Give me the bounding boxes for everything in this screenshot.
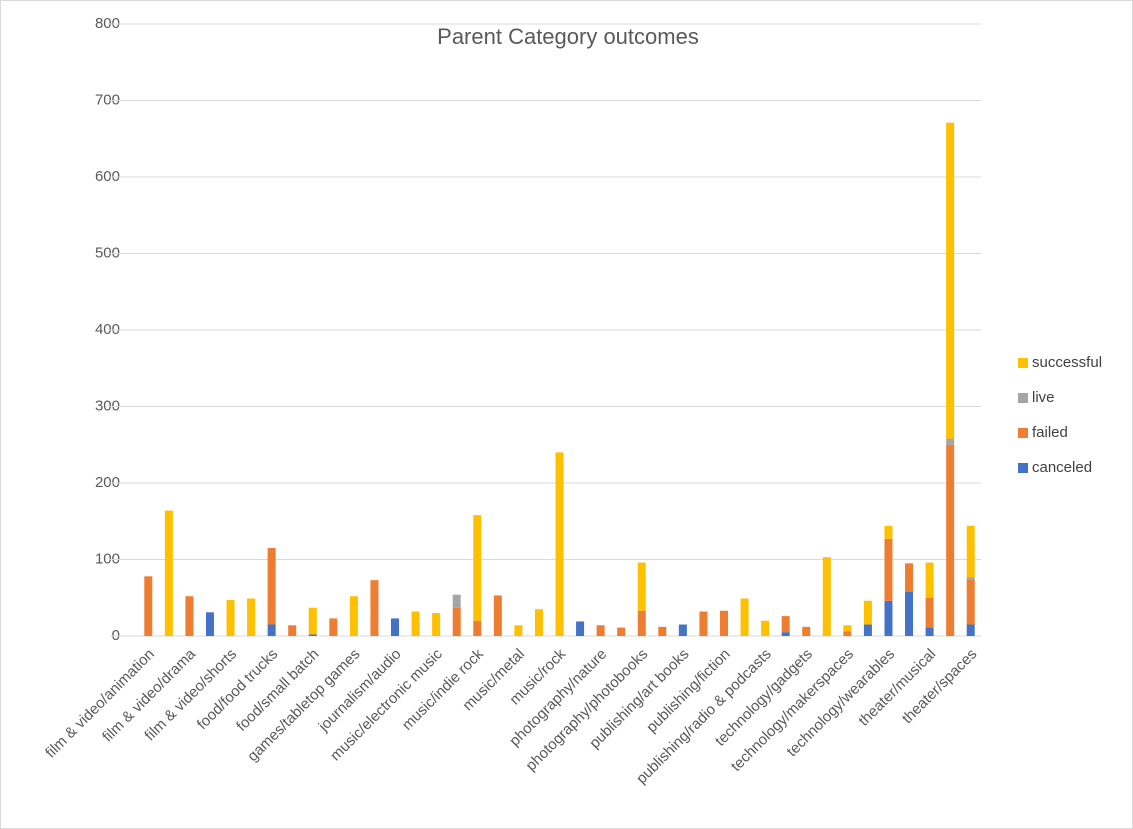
legend-swatch xyxy=(1018,428,1028,438)
bar-segment xyxy=(822,557,831,636)
bar-segment xyxy=(308,607,317,635)
legend-swatch xyxy=(1018,358,1028,368)
y-tick-label: 700 xyxy=(95,91,120,108)
bar-segment xyxy=(781,616,790,633)
bar-segment xyxy=(905,563,914,592)
bar-segment xyxy=(863,624,872,636)
bar-segment xyxy=(637,562,646,611)
bar-segment xyxy=(493,595,502,636)
bar-segment xyxy=(473,620,482,636)
bar-segment xyxy=(925,627,934,636)
bar-segment xyxy=(946,444,955,636)
legend-swatch xyxy=(1018,463,1028,473)
bar-segment xyxy=(802,626,811,636)
bar-segment xyxy=(247,598,256,636)
bar-segment xyxy=(432,613,441,636)
bar-segment xyxy=(514,625,523,636)
bar-segment xyxy=(884,600,893,636)
bar-segment xyxy=(534,609,543,636)
bar-segment xyxy=(966,624,975,636)
y-tick-label: 400 xyxy=(95,321,120,338)
y-tick-label: 800 xyxy=(95,15,120,32)
y-tick-label: 200 xyxy=(95,474,120,491)
bar-segment xyxy=(185,596,194,636)
y-tick-label: 100 xyxy=(95,550,120,567)
bar-segment xyxy=(349,596,358,636)
bar-segment xyxy=(925,597,934,628)
bar-segment xyxy=(719,610,728,636)
y-tick-label: 300 xyxy=(95,397,120,414)
bar-segment xyxy=(576,621,585,636)
bar-segment xyxy=(843,625,852,632)
legend-label: successful xyxy=(1032,354,1102,371)
bar-segment xyxy=(596,625,605,636)
bar-segment xyxy=(678,624,687,636)
y-tick-label: 600 xyxy=(95,168,120,185)
bar-segment xyxy=(966,577,975,580)
bar-segment xyxy=(781,632,790,636)
bar-segment xyxy=(329,618,338,636)
bar-segment xyxy=(699,611,708,636)
bar-segment xyxy=(144,576,153,636)
bar-segment xyxy=(205,612,214,636)
bar-segment xyxy=(740,598,749,636)
bar-segment xyxy=(946,122,955,439)
bar-segment xyxy=(452,607,461,636)
legend-label: failed xyxy=(1032,424,1068,441)
bar-segment xyxy=(658,626,667,636)
chart-title: Parent Category outcomes xyxy=(437,24,699,49)
bar-segment xyxy=(391,618,400,636)
bar-segment xyxy=(267,548,276,625)
bar-segment xyxy=(884,538,893,601)
bar-segment xyxy=(226,600,235,636)
bar-segment xyxy=(966,525,975,578)
bar-segment xyxy=(761,620,770,636)
bar-segment xyxy=(411,611,420,636)
bar-segment xyxy=(473,515,482,621)
bar-segment xyxy=(617,627,626,636)
bar-segment xyxy=(267,624,276,636)
bar-segment xyxy=(905,591,914,636)
bar-segment xyxy=(884,525,893,539)
bar-segment xyxy=(288,625,297,636)
bar-segment xyxy=(966,579,975,625)
y-tick-label: 0 xyxy=(112,627,120,644)
legend-swatch xyxy=(1018,393,1028,403)
bar-segment xyxy=(555,452,564,636)
bar-segment xyxy=(308,634,317,636)
legend-label: live xyxy=(1032,389,1055,406)
legend-label: canceled xyxy=(1032,459,1092,476)
bar-segment xyxy=(863,600,872,625)
bar-segment xyxy=(946,438,955,445)
bar-segment xyxy=(843,631,852,636)
bar-segment xyxy=(370,580,379,636)
bar-segment xyxy=(925,562,934,598)
bar-segment xyxy=(637,610,646,636)
bar-segment xyxy=(164,510,173,636)
y-tick-label: 500 xyxy=(95,244,120,261)
bar-segment xyxy=(452,594,461,608)
